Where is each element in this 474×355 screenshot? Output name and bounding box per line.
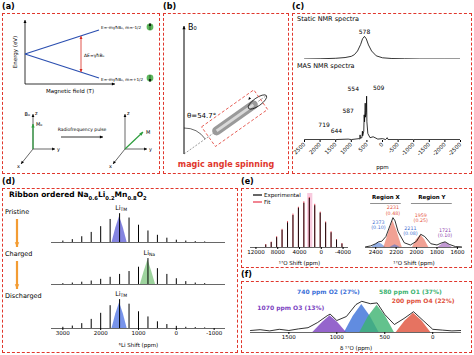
svg-text:E=-mγħB₀, m=+1/2: E=-mγħB₀, m=+1/2 <box>101 77 144 82</box>
svg-text:0: 0 <box>378 141 385 148</box>
svg-text:Na: Na <box>149 252 155 257</box>
svg-text:-4000: -4000 <box>335 249 351 255</box>
svg-text:0: 0 <box>175 330 179 336</box>
svg-text:719: 719 <box>318 121 330 128</box>
svg-text:Magnetic field (T): Magnetic field (T) <box>46 88 94 95</box>
svg-text:z: z <box>127 110 130 116</box>
svg-text:8000: 8000 <box>271 249 285 255</box>
html-text:Ribbon ordered Na0.6Li0.2Mn0.8: Ribbon ordered Na0.6Li0.2Mn0.8O2 <box>9 190 147 201</box>
html-text:(d): (d) <box>2 177 15 186</box>
svg-text:587: 587 <box>342 107 354 114</box>
svg-text:Charged: Charged <box>5 250 32 258</box>
svg-text:E=-mγħB₀, m=-1/2: E=-mγħB₀, m=-1/2 <box>101 25 142 30</box>
html-text:MAS NMR spectra: MAS NMR spectra <box>297 62 355 70</box>
svg-text:y: y <box>149 146 152 153</box>
svg-text:2400: 2400 <box>369 249 383 255</box>
svg-text:Radiofrequency pulse: Radiofrequency pulse <box>58 127 107 132</box>
svg-text:-500: -500 <box>387 141 400 154</box>
svg-text:1000: 1000 <box>330 334 344 340</box>
svg-text:2000: 2000 <box>94 330 108 336</box>
svg-text:Discharged: Discharged <box>5 292 42 300</box>
svg-text:12000: 12000 <box>247 249 265 255</box>
html-text:Experimental: Experimental <box>264 192 301 198</box>
svg-text:554: 554 <box>347 85 359 92</box>
html-text:(c): (c) <box>292 2 305 11</box>
svg-text:¹⁷O Shift (ppm): ¹⁷O Shift (ppm) <box>279 260 320 267</box>
svg-text:Li: Li <box>115 289 121 298</box>
svg-text:Region Y: Region Y <box>418 194 446 201</box>
svg-text:Li: Li <box>143 248 149 257</box>
svg-text:1721(0.10): 1721(0.10) <box>438 228 453 238</box>
svg-text:Energy (eV): Energy (eV) <box>12 36 19 68</box>
svg-text:ΔE=γħB₀: ΔE=γħB₀ <box>84 53 105 58</box>
svg-text:θ=54.7°: θ=54.7° <box>187 112 216 120</box>
svg-text:500: 500 <box>380 334 391 340</box>
svg-text:1000: 1000 <box>132 330 146 336</box>
svg-text:B₀: B₀ <box>25 111 30 117</box>
svg-text:M: M <box>146 129 150 135</box>
svg-text:-1000: -1000 <box>206 330 222 336</box>
svg-text:500: 500 <box>357 141 369 153</box>
svg-text:-2500: -2500 <box>447 141 463 157</box>
svg-text:TM: TM <box>120 207 128 212</box>
svg-text:-1500: -1500 <box>416 141 432 157</box>
svg-text:δ ¹⁷O (ppm): δ ¹⁷O (ppm) <box>340 345 372 352</box>
svg-text:-2000: -2000 <box>431 141 447 157</box>
html-text:(a): (a) <box>2 2 15 11</box>
svg-text:2500: 2500 <box>292 141 306 155</box>
html-text:(f): (f) <box>241 270 252 279</box>
svg-text:4000: 4000 <box>293 249 307 255</box>
svg-text:Pristine: Pristine <box>5 208 29 216</box>
svg-text:2000: 2000 <box>410 249 424 255</box>
svg-text:1959(0.25): 1959(0.25) <box>414 213 429 223</box>
html-text:Fit: Fit <box>264 198 271 205</box>
svg-text:2373(0.10): 2373(0.10) <box>371 220 386 230</box>
svg-text:740 ppm O2 (27%): 740 ppm O2 (27%) <box>297 288 360 296</box>
svg-text:2231(0.48): 2231(0.48) <box>386 205 401 215</box>
html-text:(b): (b) <box>163 2 176 11</box>
html-text:Static NMR spectra: Static NMR spectra <box>297 15 359 23</box>
svg-text:644: 644 <box>331 127 343 134</box>
svg-text:1800: 1800 <box>430 249 444 255</box>
svg-text:3000: 3000 <box>56 330 70 336</box>
svg-text:z: z <box>35 110 38 116</box>
svg-text:2200: 2200 <box>389 249 403 255</box>
svg-text:200 ppm O4 (22%): 200 ppm O4 (22%) <box>392 297 455 305</box>
svg-text:B₀: B₀ <box>188 23 197 32</box>
svg-text:580 ppm O1 (37%): 580 ppm O1 (37%) <box>379 288 442 296</box>
svg-text:2211(0.08): 2211(0.08) <box>403 226 418 236</box>
svg-text:1600: 1600 <box>450 249 464 255</box>
svg-text:magic angle spinning: magic angle spinning <box>178 160 275 169</box>
svg-text:x: x <box>109 163 112 169</box>
svg-text:1500: 1500 <box>282 334 296 340</box>
svg-text:ppm: ppm <box>376 164 388 171</box>
svg-text:2000: 2000 <box>308 141 322 155</box>
svg-text:Region X: Region X <box>372 194 400 201</box>
svg-text:0: 0 <box>320 249 324 255</box>
svg-text:y: y <box>57 146 60 153</box>
html-text:(e): (e) <box>241 177 254 186</box>
svg-text:509: 509 <box>373 84 385 91</box>
svg-text:¹⁷O Shift (ppm): ¹⁷O Shift (ppm) <box>393 260 434 267</box>
svg-text:Li: Li <box>115 203 121 212</box>
svg-text:1000: 1000 <box>339 141 353 155</box>
svg-text:1500: 1500 <box>324 141 338 155</box>
svg-text:-1000: -1000 <box>400 141 416 157</box>
svg-text:0: 0 <box>431 334 435 340</box>
svg-text:TM: TM <box>120 293 128 298</box>
svg-text:1070 ppm O3 (13%): 1070 ppm O3 (13%) <box>257 304 324 312</box>
svg-text:M₀: M₀ <box>36 121 42 127</box>
svg-text:x: x <box>17 163 20 169</box>
svg-text:578: 578 <box>359 28 371 35</box>
svg-text:⁶Li Shift (ppm): ⁶Li Shift (ppm) <box>119 342 158 349</box>
